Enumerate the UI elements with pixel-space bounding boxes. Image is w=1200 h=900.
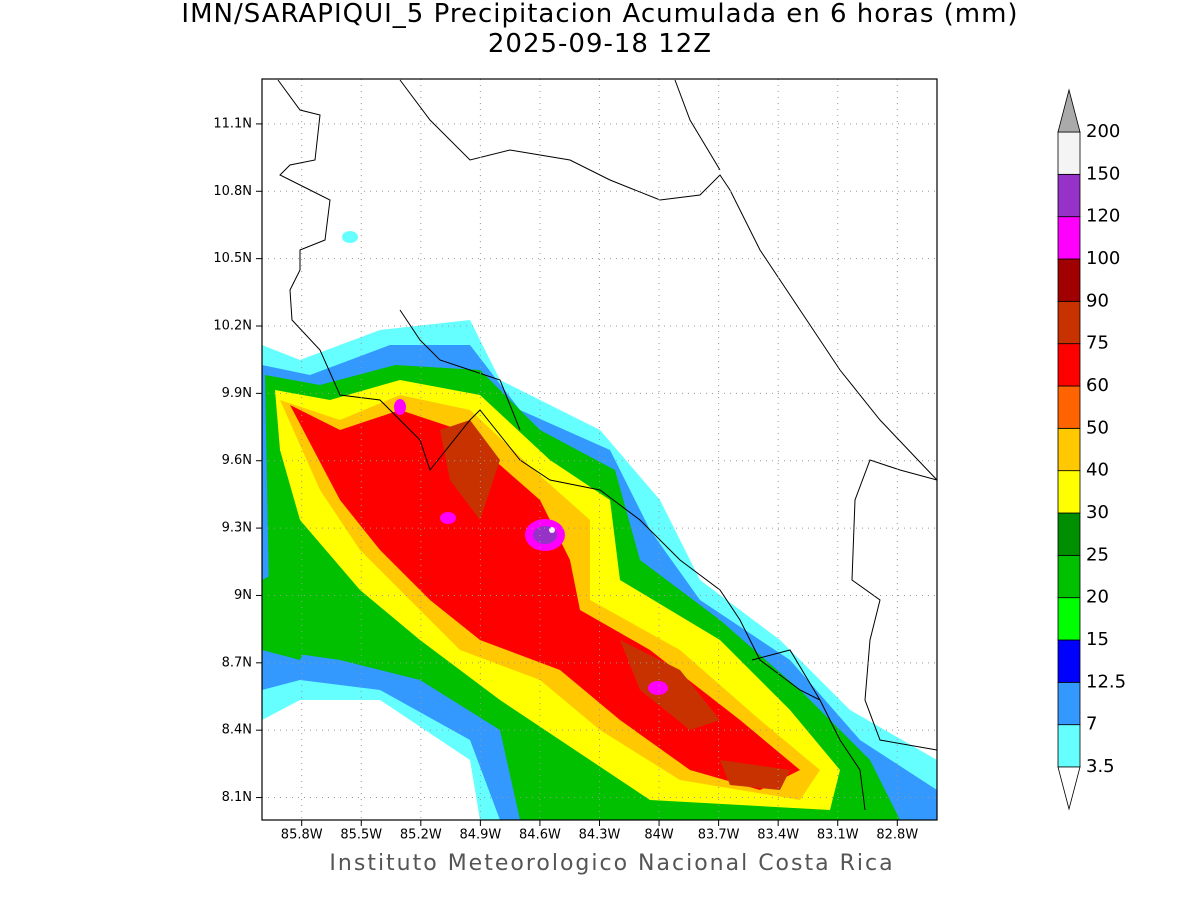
colorbar-swatch <box>1057 554 1081 599</box>
title: IMN/SARAPIQUI_5 Precipitacion Acumulada … <box>181 0 1018 29</box>
x-tick-label: 83.4W <box>757 828 799 843</box>
x-tick-label: 84W <box>644 828 674 843</box>
y-tick-label: 10.5N <box>213 251 252 266</box>
colorbar-swatch <box>1057 216 1081 260</box>
colorbar-swatch <box>1057 470 1081 514</box>
y-tick-label: 8.1N <box>222 790 252 805</box>
colorbar-swatch <box>1057 724 1081 768</box>
colorbar-label: 75 <box>1086 333 1109 354</box>
colorbar-label: 7 <box>1086 714 1097 735</box>
colorbar-swatch <box>1057 427 1081 472</box>
colorbar-swatch <box>1057 681 1081 726</box>
colorbar-label: 40 <box>1086 460 1109 481</box>
x-tick-label: 84.6W <box>519 828 561 843</box>
colorbar-swatch <box>1057 597 1081 641</box>
y-tick-label: 10.2N <box>213 319 252 334</box>
subtitle: 2025-09-18 12Z <box>488 29 712 59</box>
x-tick-label: 85.5W <box>340 828 382 843</box>
colorbar-label: 3.5 <box>1086 756 1115 777</box>
colorbar-label: 50 <box>1086 417 1109 438</box>
y-tick-label: 9.9N <box>222 386 252 401</box>
colorbar-label: 15 <box>1086 629 1109 650</box>
colorbar-swatch <box>1057 300 1081 345</box>
colorbar-label: 20 <box>1086 587 1109 608</box>
colorbar-label: 100 <box>1086 248 1120 269</box>
colorbar-swatch <box>1057 343 1081 387</box>
colorbar-label: 60 <box>1086 375 1109 396</box>
colorbar-label: 12.5 <box>1086 671 1126 692</box>
colorbar-label: 120 <box>1086 206 1120 227</box>
colorbar-label: 25 <box>1086 544 1109 565</box>
x-tick-label: 83.1W <box>817 828 859 843</box>
colorbar-over <box>1057 88 1081 133</box>
colorbar-label: 200 <box>1086 121 1120 142</box>
colorbar-swatch <box>1057 258 1081 302</box>
y-tick-label: 10.8N <box>213 184 252 199</box>
x-tick-label: 82.8W <box>876 828 918 843</box>
x-tick-label: 84.3W <box>579 828 621 843</box>
x-tick-label: 85.2W <box>400 828 442 843</box>
colorbar-swatch <box>1057 131 1081 175</box>
colorbar-under <box>1057 766 1081 811</box>
colorbar-label: 150 <box>1086 163 1120 184</box>
colorbar-label: 90 <box>1086 290 1109 311</box>
map-frame <box>261 78 938 821</box>
colorbar-swatch <box>1057 639 1081 683</box>
colorbar: 3.5 7 12.5 15 20 25 30 40 50 60 75 90 100 120 150 200 <box>1057 88 1126 811</box>
colorbar-label: 30 <box>1086 502 1109 523</box>
graticule <box>256 79 937 826</box>
y-tick-label: 9.6N <box>222 453 252 468</box>
y-tick-label: 11.1N <box>213 116 252 131</box>
y-tick-label: 8.7N <box>222 655 252 670</box>
y-tick-label: 9N <box>234 588 252 603</box>
colorbar-swatch <box>1057 385 1081 429</box>
x-tick-label: 83.7W <box>698 828 740 843</box>
precipitation-field <box>262 231 937 820</box>
x-tick-label: 85.8W <box>281 828 323 843</box>
colorbar-swatch <box>1057 173 1081 218</box>
coastlines <box>277 79 937 811</box>
x-tick-label: 84.9W <box>459 828 501 843</box>
footer: Instituto Meteorologico Nacional Costa R… <box>329 851 894 876</box>
y-tick-label: 9.3N <box>222 521 252 536</box>
y-tick-label: 8.4N <box>222 723 252 738</box>
colorbar-swatch <box>1057 512 1081 556</box>
